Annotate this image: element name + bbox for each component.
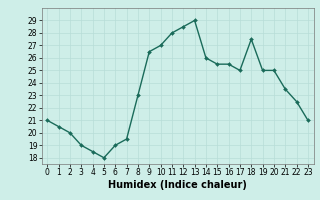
X-axis label: Humidex (Indice chaleur): Humidex (Indice chaleur) xyxy=(108,180,247,190)
